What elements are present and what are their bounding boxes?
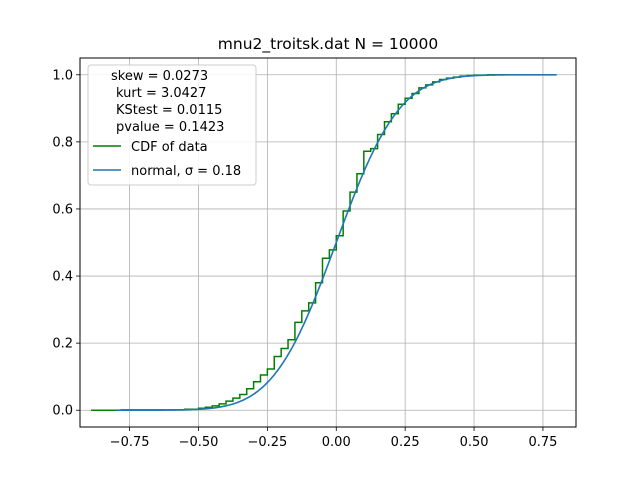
y-tick-label: 0.2 bbox=[52, 337, 73, 352]
x-tick-label: 0.75 bbox=[528, 435, 557, 450]
axes-frame bbox=[79, 57, 577, 428]
x-tick-label: 0.25 bbox=[391, 435, 420, 450]
series-layer bbox=[91, 73, 557, 412]
normal-cdf-series bbox=[115, 73, 557, 412]
y-tick-label: 1.0 bbox=[52, 68, 73, 83]
x-tick-label: −0.25 bbox=[247, 435, 287, 450]
x-tick-label: −0.75 bbox=[110, 435, 150, 450]
ticks: −0.75 −0.50 −0.25 0.00 0.25 0.50 0.75 0.0 0.2 0.4… bbox=[52, 68, 557, 450]
legend-kstest: KStest = 0.0115 bbox=[116, 103, 222, 118]
x-tick-label: 0.50 bbox=[460, 435, 489, 450]
legend-skew: skew = 0.0273 bbox=[111, 69, 208, 84]
y-tick-label: 0.4 bbox=[52, 270, 73, 285]
chart-title: mnu2_troitsk.dat N = 10000 bbox=[218, 35, 438, 54]
x-tick-label: 0.00 bbox=[322, 435, 351, 450]
legend-box bbox=[87, 64, 257, 186]
y-tick-label: 0.0 bbox=[52, 404, 73, 419]
legend-label-normal: normal, σ = 0.18 bbox=[131, 164, 241, 179]
legend-label-cdf: CDF of data bbox=[131, 140, 208, 155]
legend-pvalue: pvalue = 0.1423 bbox=[116, 120, 224, 135]
y-tick-label: 0.6 bbox=[52, 202, 73, 217]
x-tick-label: −0.50 bbox=[179, 435, 219, 450]
y-tick-label: 0.8 bbox=[52, 135, 73, 150]
legend-kurt: kurt = 3.0427 bbox=[116, 86, 206, 101]
legend: skew = 0.0273 kurt = 3.0427 KStest = 0.0… bbox=[87, 64, 257, 186]
